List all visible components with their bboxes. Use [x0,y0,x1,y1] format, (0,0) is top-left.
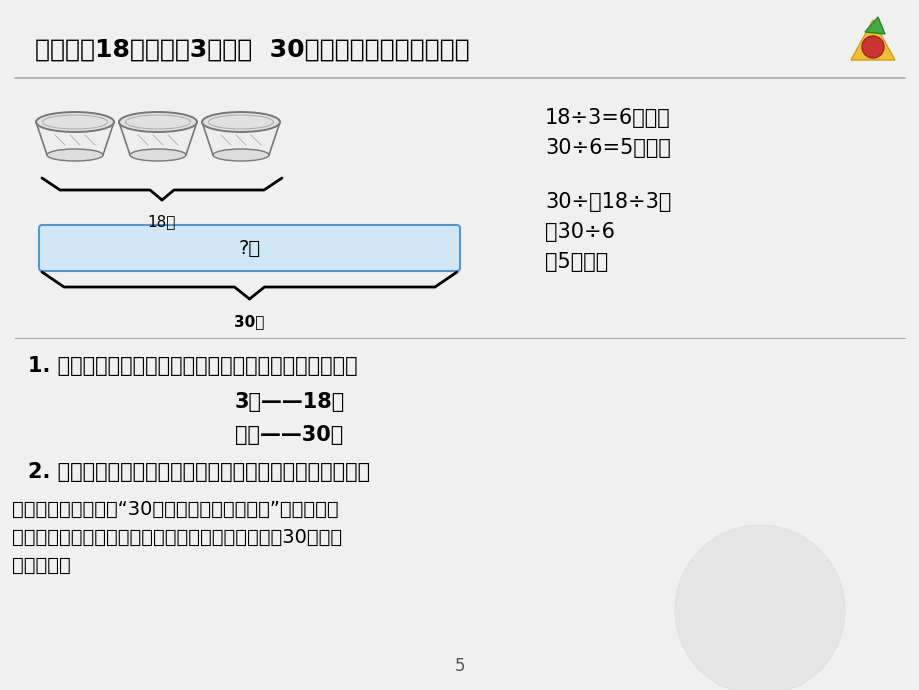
Ellipse shape [119,112,197,132]
Text: 中知道的数量也必须先求出一个碗的价錢才能够求出30元可以: 中知道的数量也必须先求出一个碗的价錢才能够求出30元可以 [12,528,342,547]
Circle shape [861,36,883,58]
Polygon shape [850,20,894,60]
Ellipse shape [36,112,114,132]
Ellipse shape [130,149,186,161]
Ellipse shape [202,112,279,132]
Circle shape [675,525,844,690]
Text: 18÷3=6（元）: 18÷3=6（元） [544,108,670,128]
Text: 2. 解决这个问题该怎样想呢？把你的想法用算式表示出来。: 2. 解决这个问题该怎样想呢？把你的想法用算式表示出来。 [28,462,369,482]
Polygon shape [36,122,114,155]
Text: 3个——18元: 3个——18元 [234,392,345,412]
Text: ＝30÷6: ＝30÷6 [544,222,614,242]
Polygon shape [864,17,884,34]
Text: ＝5（个）: ＝5（个） [544,252,607,272]
Text: ？个——30元: ？个——30元 [234,425,343,445]
Ellipse shape [213,149,268,161]
Text: 5: 5 [454,657,465,675]
FancyBboxPatch shape [39,225,460,271]
Text: ?个: ?个 [238,239,260,257]
Ellipse shape [47,149,103,161]
Text: 30÷（18÷3）: 30÷（18÷3） [544,192,671,212]
Polygon shape [202,122,279,155]
Text: 买几个碗。: 买几个碗。 [12,556,71,575]
Text: 18元: 18元 [148,214,176,229]
Text: 想一想：18元可以一3个碗，  30元可以买几个同样的碗？: 想一想：18元可以一3个碗， 30元可以买几个同样的碗？ [35,38,469,62]
Text: 1. 想一想和刚才的那道题有什么相同点？不同点是什么？: 1. 想一想和刚才的那道题有什么相同点？不同点是什么？ [28,356,357,376]
Text: 小结：我们要想求出“30元可以买几个同样的碗”，根据题目: 小结：我们要想求出“30元可以买几个同样的碗”，根据题目 [12,500,338,519]
Polygon shape [119,122,197,155]
Text: 30÷6=5（个）: 30÷6=5（个） [544,138,670,158]
Text: 30元: 30元 [234,314,265,329]
